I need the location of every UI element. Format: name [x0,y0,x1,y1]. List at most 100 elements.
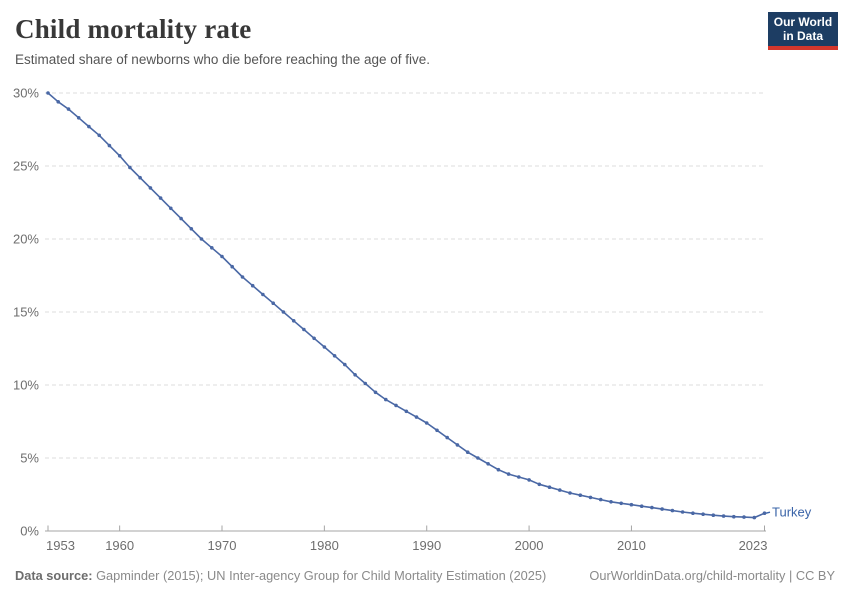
data-point [752,515,757,520]
y-tick-label: 5% [20,451,39,466]
data-point [680,510,685,514]
data-point [711,513,716,517]
data-point [199,237,204,241]
data-point [476,456,480,460]
data-point [230,264,234,269]
data-point [650,505,654,510]
data-point [619,501,623,506]
data-point [762,511,767,515]
data-point [343,362,347,367]
data-point [517,475,521,479]
data-point [46,91,50,95]
data-source-text: Gapminder (2015); UN Inter-agency Group … [92,568,547,583]
data-point [373,390,378,395]
y-tick-label: 20% [13,232,39,247]
data-point [220,254,224,259]
data-point [322,345,327,349]
x-tick-label: 1990 [412,538,441,553]
data-point [66,107,71,111]
data-point [435,428,439,433]
x-tick-label: 1953 [46,538,75,553]
x-tick-label: 1980 [310,538,339,553]
data-point [414,415,419,419]
page-subtitle: Estimated share of newborns who die befo… [15,52,430,67]
data-point [56,100,60,104]
data-point [455,443,460,447]
data-point [363,381,368,386]
data-point [742,515,746,519]
data-point [291,319,296,323]
data-point [506,472,511,476]
data-point [537,482,542,487]
data-point [598,497,603,502]
data-point [332,354,337,358]
data-point [271,301,276,306]
data-point [353,373,357,377]
y-tick-label: 25% [13,159,39,174]
data-point [97,133,101,138]
data-point [261,292,265,297]
label-connector [765,511,771,514]
data-point [394,403,398,408]
data-point [527,478,531,482]
x-tick-label: 1970 [208,538,237,553]
data-point [629,502,634,507]
data-point [179,216,183,221]
data-point [547,485,552,490]
data-point [281,310,286,314]
data-point [578,493,583,498]
x-tick-label: 2000 [515,538,544,553]
data-point [404,409,409,414]
data-point [148,186,153,190]
data-point [312,336,316,341]
data-point [158,196,163,200]
data-point [496,467,501,472]
data-source-label: Data source: [15,568,93,583]
data-point [189,227,194,231]
data-point [240,275,245,279]
data-point [670,508,675,513]
data-point [588,495,593,500]
data-point [117,154,122,158]
data-point [558,488,562,492]
data-point [250,283,255,288]
owid-logo-line2: in Data [782,29,823,43]
chart-footer: Data source: Gapminder (2015); UN Inter-… [15,568,835,583]
y-tick-label: 30% [13,86,39,101]
data-point [424,421,429,425]
y-tick-label: 10% [13,378,39,393]
x-tick-label: 2023 [739,538,768,553]
data-point [701,512,705,516]
data-point [107,143,112,148]
data-point [639,504,644,509]
x-tick-label: 1960 [105,538,134,553]
entity-label[interactable]: Turkey [772,505,812,520]
data-point [660,507,664,511]
data-point [732,514,736,519]
y-tick-label: 0% [20,524,39,539]
data-point [465,450,470,455]
data-point [486,462,490,466]
data-point [128,165,132,170]
data-point [384,397,388,402]
x-tick-label: 2010 [617,538,646,553]
data-point [169,206,173,211]
owid-citation-link[interactable]: OurWorldinData.org/child-mortality | CC … [589,568,835,583]
page-title: Child mortality rate [15,14,252,44]
data-point [210,246,214,250]
data-point [302,327,306,332]
data-point [87,124,91,129]
data-source-note: Data source: Gapminder (2015); UN Inter-… [15,568,546,583]
data-point [445,435,450,440]
data-point [691,511,695,515]
owid-logo[interactable]: Our World in Data [768,12,838,50]
data-point [568,491,572,495]
owid-logo-line1: Our World [773,15,833,29]
data-point [76,116,81,120]
data-point [609,500,613,504]
data-point [138,175,142,180]
y-tick-label: 15% [13,305,39,320]
data-line[interactable] [47,92,766,519]
